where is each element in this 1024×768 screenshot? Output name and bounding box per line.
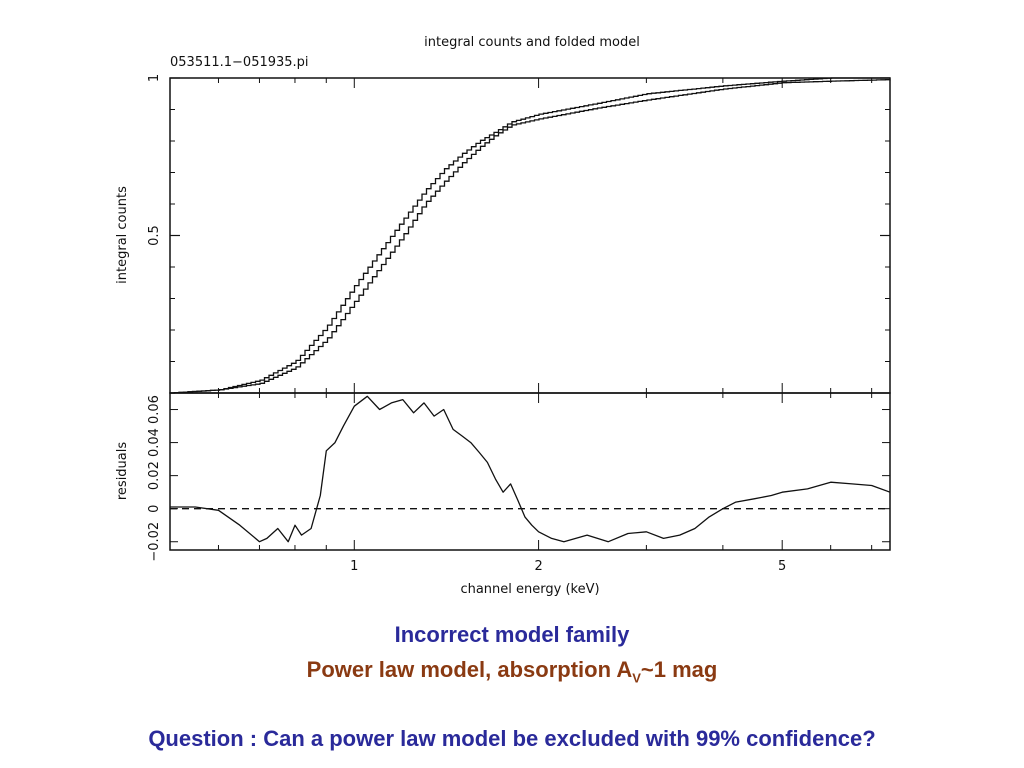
caption-model-family: Incorrect model family bbox=[394, 622, 630, 647]
bottom-ytick-label: 0.06 bbox=[147, 395, 162, 424]
bottom-ytick-label: 0.04 bbox=[147, 428, 162, 457]
caption-detail-subscript: V bbox=[632, 670, 641, 686]
top-ytick-label: 0.5 bbox=[147, 225, 162, 246]
bottom-series bbox=[170, 395, 891, 543]
bottom-ytick-label: −0.02 bbox=[147, 522, 162, 562]
integral-counts-series-1 bbox=[170, 77, 890, 394]
chart-subtitle: 053511.1−051935.pi bbox=[170, 55, 309, 70]
top-ylabel: integral counts bbox=[115, 186, 130, 284]
top-series bbox=[170, 77, 891, 394]
bottom-axes: 1 2 5 −0.02 0 0.02 0.04 0.06 bbox=[147, 393, 890, 574]
residuals-series bbox=[170, 395, 891, 543]
caption-detail-suffix: ~1 mag bbox=[640, 657, 718, 682]
bottom-xtick-label: 2 bbox=[534, 559, 542, 574]
bottom-ytick-label: 0.02 bbox=[147, 461, 162, 490]
bottom-ytick-label: 0 bbox=[147, 505, 162, 513]
bottom-xtick-label: 5 bbox=[778, 559, 786, 574]
top-ytick-label: 1 bbox=[147, 74, 162, 82]
bottom-ylabel: residuals bbox=[115, 442, 130, 501]
top-axes: 0.51 bbox=[147, 74, 890, 393]
chart-title: integral counts and folded model bbox=[424, 35, 640, 50]
caption-question: Question : Can a power law model be excl… bbox=[148, 726, 876, 751]
caption-model-detail: Power law model, absorption AV~1 mag bbox=[0, 657, 1024, 685]
figure: integral counts and folded model 053511.… bbox=[115, 35, 891, 597]
bottom-xlabel: channel energy (keV) bbox=[460, 582, 599, 597]
integral-counts-series-2 bbox=[170, 79, 891, 394]
bottom-panel-frame bbox=[169, 392, 891, 551]
bottom-xtick-label: 1 bbox=[350, 559, 358, 574]
caption-detail-prefix: Power law model, absorption A bbox=[306, 657, 633, 682]
top-panel-frame bbox=[169, 77, 891, 394]
